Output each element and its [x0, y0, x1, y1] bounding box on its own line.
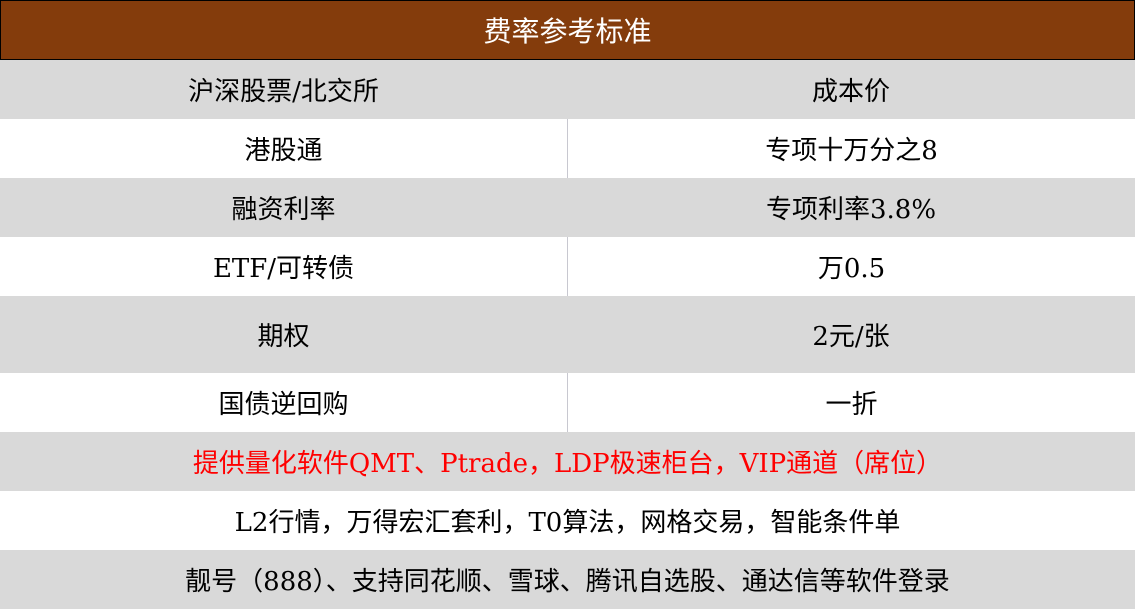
value-cell: 一折 [825, 390, 878, 420]
value-cell: 万0.5 [817, 254, 886, 284]
table-row: 国债逆回购 一折 [0, 373, 1135, 432]
table-row: 融资利率 专项利率3.8% [0, 178, 1135, 237]
note-row: 提供量化软件QMT、Ptrade，LDP极速柜台，VIP通道（席位） [0, 432, 1135, 491]
table-row: 沪深股票/北交所 成本价 [0, 60, 1135, 119]
value-cell: 专项十万分之8 [765, 136, 938, 166]
value-cell: 专项利率3.8% [765, 195, 937, 225]
note-row: 靓号（888）、支持同花顺、雪球、腾讯自选股、通达信等软件登录 [0, 550, 1135, 609]
note-row: L2行情，万得宏汇套利，T0算法，网格交易，智能条件单 [0, 491, 1135, 550]
table-row: 期权 2元/张 [0, 296, 1135, 373]
value-cell: 成本价 [811, 77, 890, 107]
item-cell: 期权 [257, 322, 310, 352]
table-title: 费率参考标准 [0, 0, 1135, 60]
value-cell: 2元/张 [812, 322, 890, 352]
item-cell: 国债逆回购 [0, 373, 568, 432]
note-software: 提供量化软件QMT、Ptrade，LDP极速柜台，VIP通道（席位） [192, 449, 943, 479]
table-row: 港股通 专项十万分之8 [0, 119, 1135, 178]
item-cell: 港股通 [0, 119, 568, 178]
item-cell: 沪深股票/北交所 [188, 77, 379, 107]
item-cell: 融资利率 [231, 195, 336, 225]
note-login: 靓号（888）、支持同花顺、雪球、腾讯自选股、通达信等软件登录 [185, 567, 950, 597]
item-cell: ETF/可转债 [0, 237, 568, 296]
note-features: L2行情，万得宏汇套利，T0算法，网格交易，智能条件单 [234, 508, 901, 538]
table-row: ETF/可转债 万0.5 [0, 237, 1135, 296]
